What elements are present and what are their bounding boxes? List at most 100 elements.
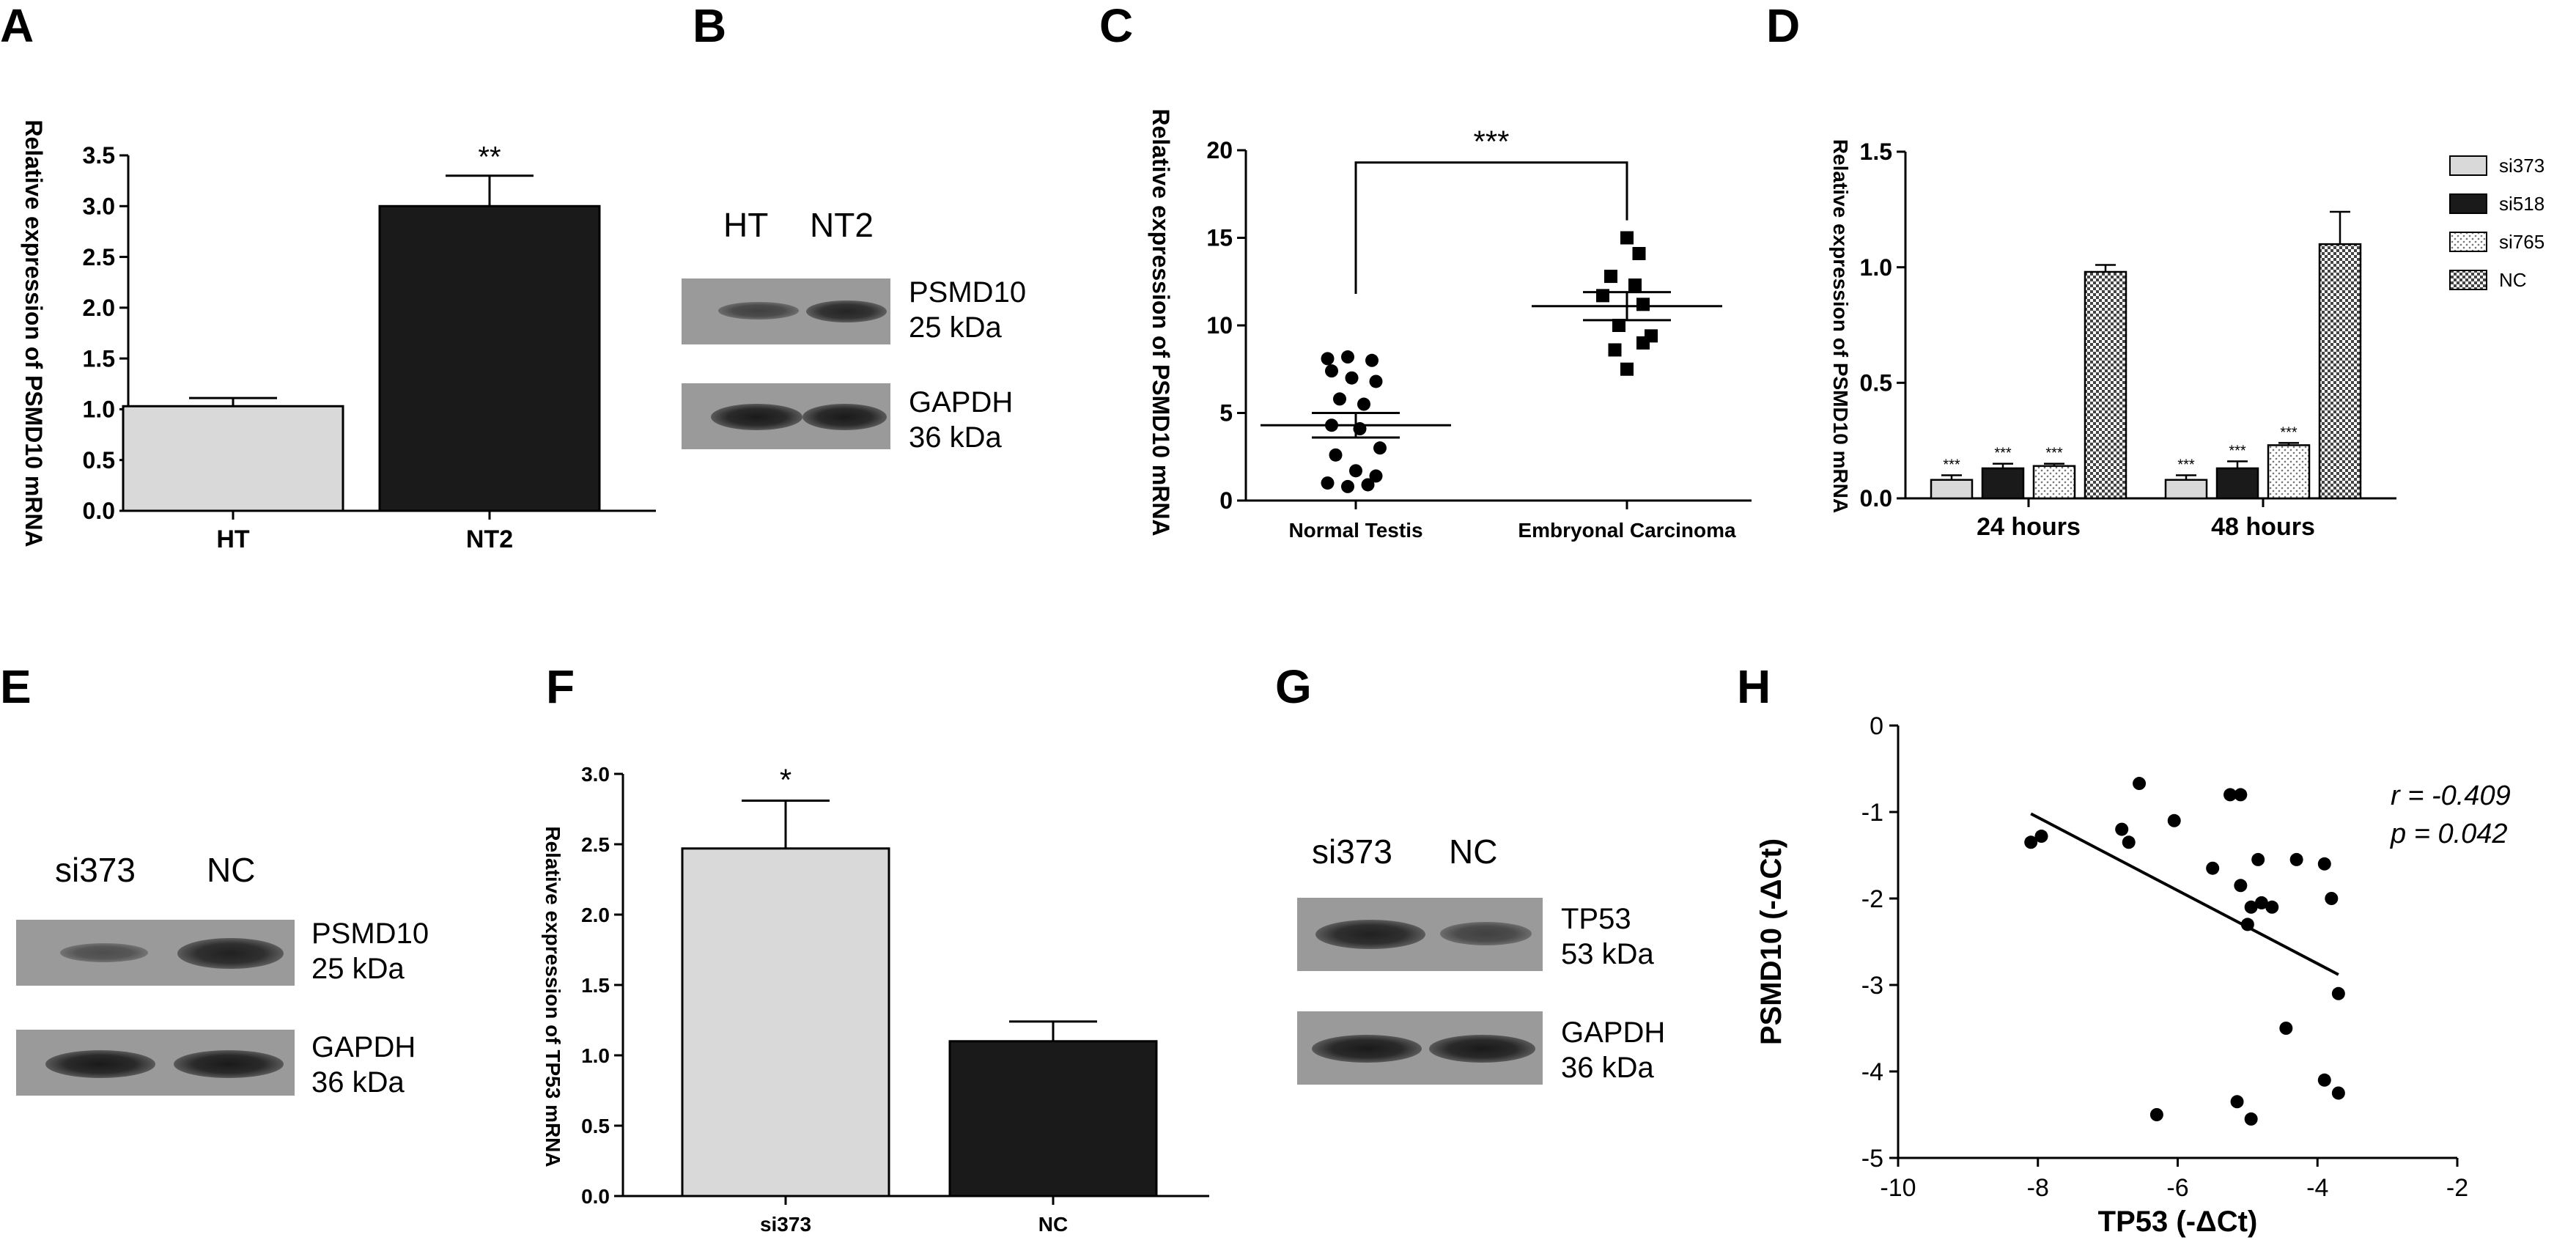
- y-tick-label: 10: [1206, 312, 1233, 339]
- significance-marker: ***: [1943, 457, 1960, 473]
- bar: [2318, 243, 2362, 500]
- blot-protein-label: PSMD10 25 kDa: [311, 918, 429, 985]
- bar: [681, 847, 890, 1197]
- data-point: [2331, 1086, 2345, 1100]
- legend-label: si518: [2499, 193, 2544, 215]
- blot-band: [60, 943, 148, 962]
- data-point: [1612, 319, 1625, 332]
- significance-marker: ***: [1473, 125, 1509, 159]
- significance-marker: **: [478, 141, 501, 174]
- panel-label-c: C: [1099, 0, 1134, 52]
- x-tick-label: -2: [2446, 1174, 2468, 1202]
- bar: [2215, 467, 2259, 500]
- legend-swatch: [2449, 155, 2487, 176]
- blot-strip: [682, 383, 890, 449]
- blot-band: [1315, 920, 1425, 949]
- y-tick-label: -4: [1861, 1058, 1883, 1086]
- bar: [2164, 479, 2208, 500]
- data-point: [1357, 397, 1370, 411]
- bar: [2267, 444, 2311, 500]
- blot-band: [174, 1050, 284, 1078]
- legend-swatch: [2449, 232, 2487, 252]
- blot-strip: [16, 1030, 295, 1096]
- panel-label-d: D: [1766, 0, 1801, 52]
- data-point: [2133, 777, 2147, 791]
- data-point: [1321, 476, 1335, 490]
- x-tick-label: 48 hours: [2211, 513, 2315, 541]
- legend-swatch: [2449, 270, 2487, 290]
- y-tick-label: 2.5: [581, 833, 610, 856]
- blot-band: [1440, 922, 1532, 945]
- y-tick-label: -1: [1861, 799, 1883, 827]
- data-point: [2115, 822, 2129, 836]
- legend-label: NC: [2499, 269, 2527, 291]
- data-point: [1341, 479, 1354, 493]
- data-point: [2251, 852, 2265, 866]
- data-point: [1345, 371, 1359, 385]
- y-tick-label: 1.5: [581, 974, 610, 997]
- significance-marker: ***: [2045, 446, 2063, 462]
- legend-label: si373: [2499, 155, 2544, 177]
- data-point: [2167, 813, 2181, 827]
- data-point: [2223, 788, 2237, 802]
- blot-protein-label: GAPDH 36 kDa: [311, 1031, 416, 1099]
- data-point: [1369, 374, 1383, 388]
- data-point: [1636, 298, 1650, 311]
- y-tick-label: 2.0: [83, 295, 115, 321]
- panel-label-h: H: [1737, 660, 1771, 713]
- blot-strip: [16, 920, 295, 986]
- bar: [1930, 479, 1974, 500]
- blot-band: [802, 404, 887, 430]
- y-tick-label: 2.0: [581, 904, 610, 926]
- y-tick-label: 0.5: [1860, 370, 1892, 396]
- significance-marker: ***: [1994, 446, 2012, 462]
- bar: [948, 1040, 1158, 1197]
- y-tick-label: 0.0: [83, 498, 115, 524]
- x-tick-label: si373: [760, 1213, 811, 1236]
- data-point: [1596, 289, 1609, 303]
- data-point: [1325, 364, 1338, 378]
- y-tick-label: 0.0: [1860, 485, 1892, 512]
- data-point: [1341, 350, 1354, 364]
- y-tick-label: -2: [1861, 885, 1883, 913]
- blot-protein-label: TP53 53 kDa: [1561, 903, 1654, 970]
- data-point: [1373, 441, 1387, 455]
- data-point: [1620, 362, 1634, 376]
- data-point: [2325, 892, 2339, 905]
- y-tick-label: -3: [1861, 972, 1883, 1000]
- data-point: [1369, 469, 1383, 483]
- blot-band: [806, 300, 887, 322]
- significance-marker: *: [780, 762, 791, 797]
- x-tick-label: -4: [2306, 1174, 2328, 1202]
- data-point: [2122, 835, 2136, 849]
- blot-band: [711, 404, 802, 430]
- blot-protein-label: GAPDH 36 kDa: [909, 386, 1014, 454]
- y-tick-label: 0.0: [581, 1185, 610, 1208]
- data-point: [1608, 343, 1622, 357]
- data-point: [1321, 352, 1335, 366]
- y-axis-label: Relative expression of PSMD10 mRNA: [1148, 108, 1174, 536]
- panel-label-e: E: [0, 660, 32, 713]
- y-tick-label: 15: [1206, 225, 1233, 251]
- data-point: [2254, 896, 2268, 909]
- y-tick-label: 1.0: [83, 396, 115, 423]
- bar: [2084, 270, 2127, 500]
- y-tick-label: 20: [1206, 137, 1233, 163]
- data-point: [2317, 857, 2331, 871]
- y-tick-label: 2.5: [83, 244, 115, 270]
- y-axis-label: PSMD10 (-ΔCt): [1755, 838, 1787, 1045]
- panel-label-b: B: [693, 0, 727, 52]
- y-tick-label: 5: [1219, 400, 1233, 427]
- data-point: [1636, 336, 1650, 350]
- blot-band: [718, 302, 799, 320]
- blot-band: [45, 1050, 155, 1078]
- blot-strip: [1297, 1011, 1543, 1085]
- data-point: [1329, 448, 1343, 462]
- x-tick-label: HT: [216, 525, 250, 553]
- y-tick-label: 0.5: [581, 1115, 610, 1137]
- y-tick-label: 0: [1870, 712, 1883, 740]
- x-axis-label: TP53 (-ΔCt): [2098, 1206, 2258, 1238]
- y-tick-label: 3.0: [581, 763, 610, 786]
- x-tick-label: Normal Testis: [1288, 519, 1422, 542]
- data-point: [2289, 852, 2303, 866]
